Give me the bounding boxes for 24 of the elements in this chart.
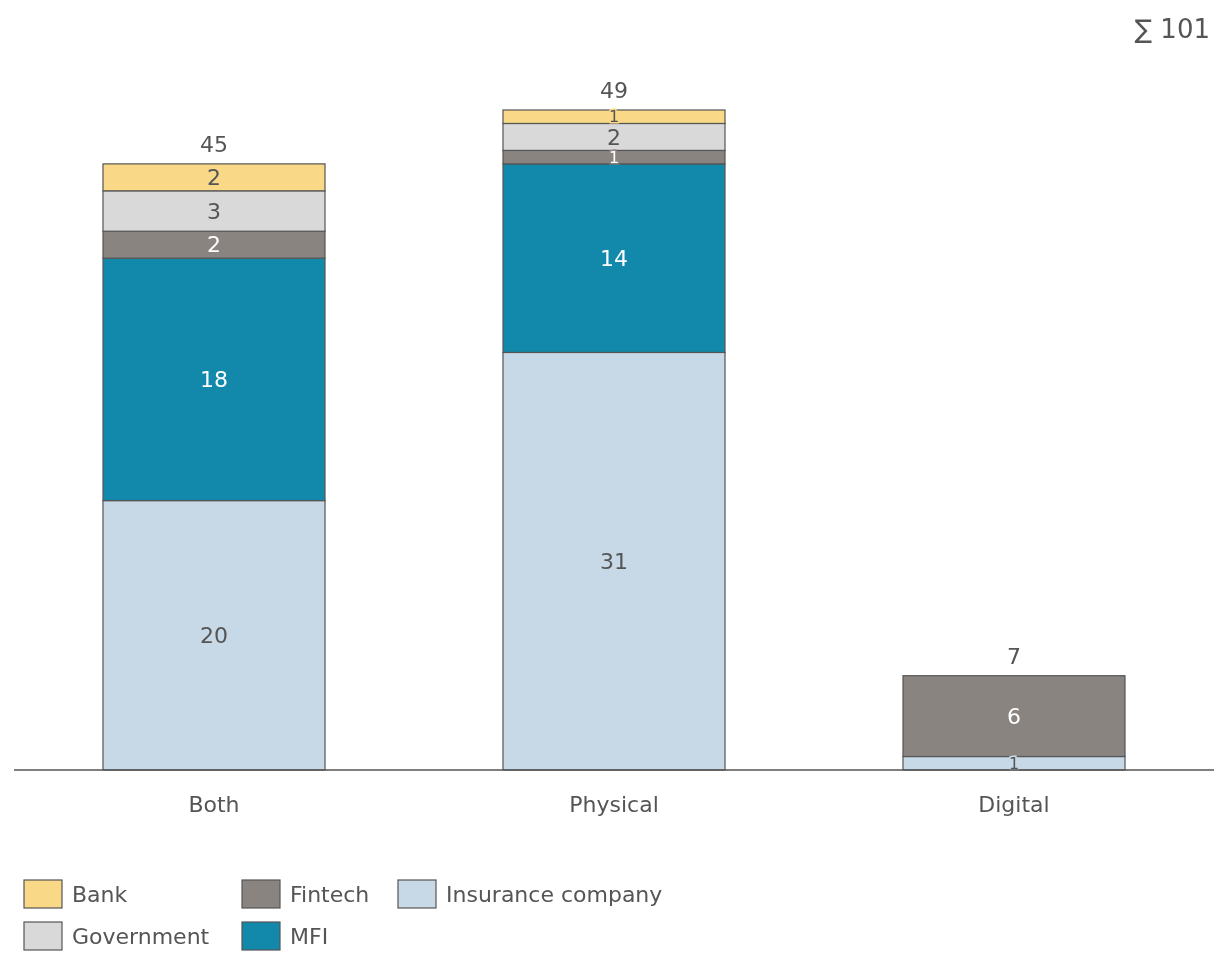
data-label: 3 (207, 198, 221, 224)
data-label: 6 (1007, 703, 1021, 729)
data-label: 1 (1008, 753, 1020, 773)
total-label: 7 (1007, 643, 1021, 669)
data-label: 14 (600, 245, 628, 271)
x-tick-label: Digital (978, 792, 1050, 817)
x-tick-label: Both (188, 792, 240, 817)
data-label: 18 (200, 367, 228, 393)
data-label: 1 (608, 107, 620, 127)
data-label: 31 (600, 548, 628, 574)
data-label: 2 (607, 124, 621, 150)
legend-label: Bank (72, 881, 128, 907)
x-tick-label: Physical (569, 792, 659, 817)
data-label: 2 (207, 165, 221, 191)
legend-label: Fintech (290, 881, 370, 907)
legend-label: Insurance company (446, 881, 663, 907)
legend-label: MFI (290, 923, 329, 949)
legend-label: Government (72, 923, 210, 949)
total-label: 45 (200, 131, 228, 157)
data-label: 20 (200, 623, 228, 649)
total-label: 49 (600, 78, 628, 103)
data-label: 2 (207, 232, 221, 258)
text: ∑ 101 (1134, 14, 1210, 44)
data-label: 1 (608, 147, 620, 167)
